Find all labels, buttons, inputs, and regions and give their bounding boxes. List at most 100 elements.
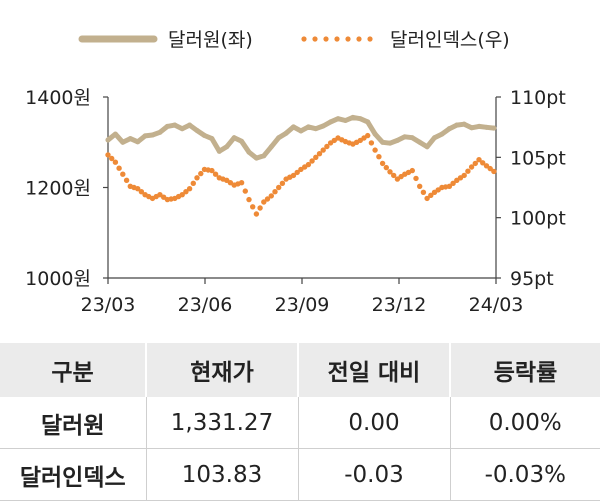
row-label: 달러원 — [0, 397, 146, 449]
legend-dot — [367, 36, 373, 42]
data-point — [394, 137, 400, 143]
legend-dot — [334, 36, 340, 42]
data-point — [380, 139, 386, 145]
data-point — [290, 172, 297, 179]
data-point — [253, 211, 260, 217]
data-point — [446, 183, 453, 189]
data-point — [268, 193, 274, 199]
series-dot — [368, 140, 375, 146]
data-point — [409, 167, 415, 174]
data-point — [483, 124, 489, 130]
left-tick-label: 1400원 — [25, 87, 91, 109]
data-point — [209, 167, 215, 174]
data-point — [261, 199, 267, 205]
data-point — [350, 114, 356, 120]
data-point — [201, 132, 207, 138]
series-dot — [242, 188, 248, 194]
series-dot — [250, 204, 256, 210]
data-point — [187, 122, 193, 128]
data-point — [491, 168, 497, 175]
data-point — [387, 169, 393, 175]
data-point — [172, 122, 178, 128]
data-point — [261, 153, 267, 159]
data-point — [120, 139, 126, 145]
data-point — [186, 186, 193, 192]
series-dot — [183, 189, 189, 195]
data-point — [365, 119, 371, 125]
chart-area: 달러원(좌) 달러인덱스(우) 1000원 1200원 1400원 95pt 100pt 1… — [25, 29, 566, 316]
data-point — [313, 154, 319, 160]
change-rate: 0.00% — [449, 397, 600, 449]
data-point — [461, 121, 467, 127]
series-dot — [116, 165, 122, 171]
data-point — [417, 183, 423, 189]
x-tick-label: 23/06 — [178, 294, 233, 316]
series-dot — [465, 168, 471, 174]
series-dot — [316, 151, 323, 157]
chart-series — [105, 114, 497, 217]
data-point — [372, 131, 378, 137]
data-point — [238, 180, 245, 186]
series-dot — [294, 169, 300, 176]
data-point — [179, 192, 185, 198]
right-tick-label: 95pt — [510, 268, 554, 290]
data-point — [342, 118, 348, 124]
quote-table: 구분 현재가 전일 대비 등락률 달러원 1,331.27 0.00 0.00%… — [0, 343, 600, 501]
series-dot — [472, 160, 478, 167]
legend-dot — [323, 36, 329, 42]
series-dot — [383, 164, 389, 171]
data-point — [298, 128, 304, 134]
data-point — [320, 147, 326, 153]
data-point — [112, 159, 119, 165]
legend-dot — [301, 36, 307, 42]
data-point — [409, 135, 415, 141]
data-point — [268, 144, 274, 150]
data-point — [209, 136, 215, 142]
series-dots-dxy — [105, 132, 497, 217]
data-point — [402, 134, 408, 140]
series-dot — [109, 155, 115, 162]
right-tick-label: 105pt — [510, 147, 566, 169]
x-tick-label: 23/12 — [372, 294, 427, 316]
legend-dot — [312, 36, 318, 42]
change: -0.03 — [297, 448, 450, 501]
change-rate: -0.03% — [449, 448, 600, 501]
data-point — [276, 184, 282, 191]
series-dot — [123, 177, 130, 183]
data-point — [335, 116, 341, 122]
legend-label-1: 달러인덱스(우) — [390, 29, 510, 51]
data-point — [454, 122, 460, 128]
data-point — [231, 135, 237, 141]
data-point — [194, 127, 200, 133]
data-point — [476, 157, 482, 163]
data-point — [357, 116, 363, 122]
data-point — [276, 135, 282, 141]
header-change: 전일 대비 — [297, 343, 450, 397]
data-point — [365, 132, 371, 139]
change: 0.00 — [297, 397, 450, 449]
series-dot — [264, 196, 271, 202]
series-dot — [279, 180, 286, 186]
data-point — [246, 196, 252, 203]
data-point — [135, 139, 141, 145]
data-point — [135, 186, 141, 192]
data-point — [120, 171, 126, 177]
data-point — [446, 126, 452, 132]
data-point — [372, 147, 378, 153]
data-point — [461, 172, 467, 179]
legend-dot — [356, 36, 362, 42]
current-price: 1,331.27 — [145, 397, 298, 449]
data-point — [105, 137, 111, 143]
series-dot — [450, 180, 456, 186]
data-point — [157, 129, 163, 135]
data-point — [469, 125, 475, 131]
data-point — [305, 124, 311, 130]
series-dot — [413, 175, 419, 182]
data-point — [246, 149, 252, 155]
left-tick-label: 1200원 — [25, 178, 91, 200]
data-point — [127, 136, 133, 142]
data-point — [224, 144, 230, 150]
data-point — [164, 123, 170, 129]
data-point — [432, 135, 438, 141]
header-current-price: 현재가 — [145, 343, 298, 397]
